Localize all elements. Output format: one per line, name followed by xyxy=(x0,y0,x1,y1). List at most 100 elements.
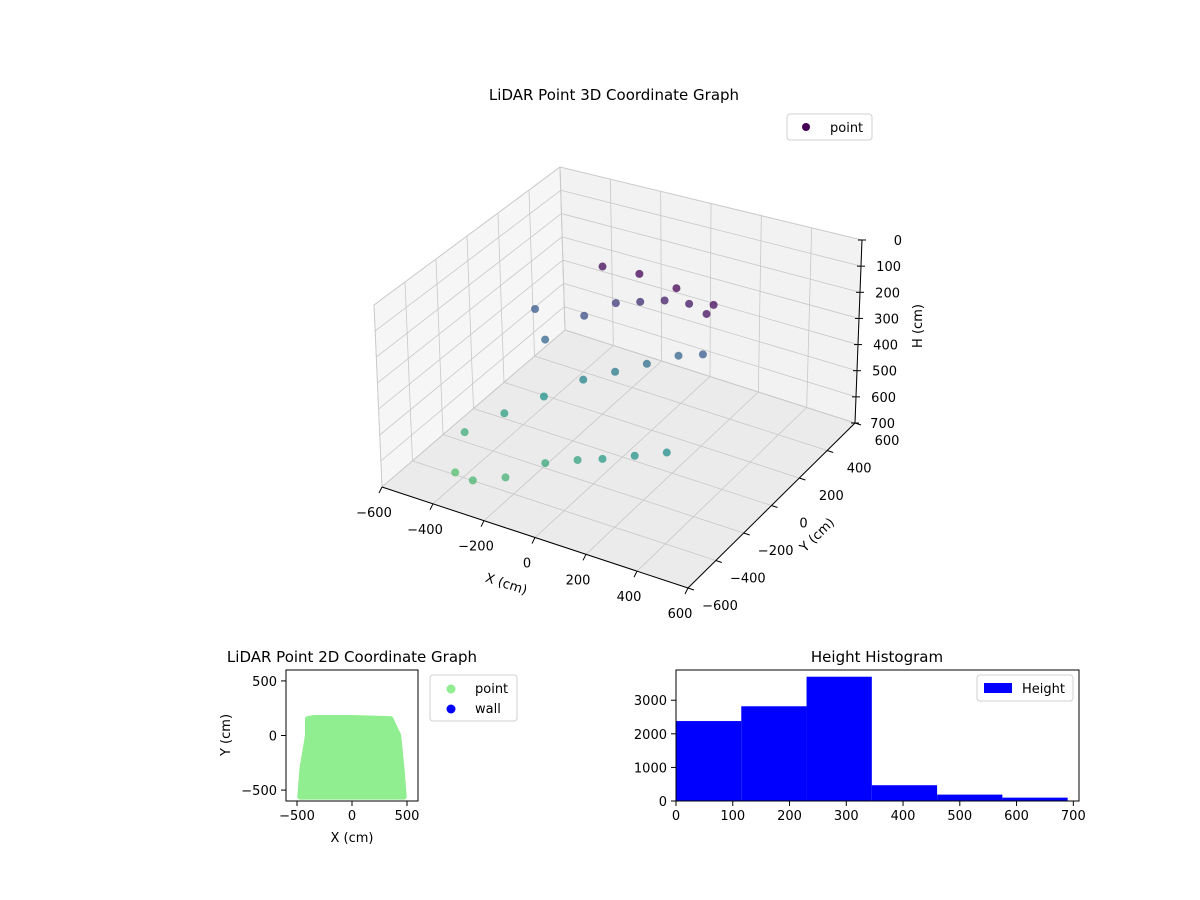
point-3d-12 xyxy=(611,367,620,376)
y-tick-mark-5 xyxy=(827,450,834,453)
ticks-3d: −600−400−2000200400600−600−400−200020040… xyxy=(356,234,902,622)
legend-histogram: Height xyxy=(976,674,1074,702)
y-tick-label-6: 600 xyxy=(875,434,900,449)
point-3d-14 xyxy=(674,351,683,360)
point-3d-19 xyxy=(611,299,620,308)
legend-histogram-label: Height xyxy=(1022,682,1065,697)
point-3d-6 xyxy=(500,409,509,418)
grid-left-v-1 xyxy=(404,281,413,461)
grid-left-v-6 xyxy=(559,166,566,331)
histogram-title: Height Histogram xyxy=(811,648,943,666)
ticks-histogram: 0 100 200 300 400 500 600 700 0 1000 2000 3000 xyxy=(634,694,1086,824)
point-3d-3 xyxy=(460,428,469,437)
y-tick-label-2d-2: −500 xyxy=(241,784,277,799)
y-tick-label-0: −600 xyxy=(702,599,738,614)
point-3d-15 xyxy=(541,335,550,344)
chart-histogram: Height Histogram 0 100 200 300 400 500 600 7000… xyxy=(634,648,1086,824)
z-tick-label-7: 700 xyxy=(870,417,895,432)
legend-2d-label-point: point xyxy=(475,682,508,697)
point-3d-1 xyxy=(468,476,477,485)
grid-3d xyxy=(373,166,863,589)
legend-3d-frame xyxy=(786,113,873,141)
point-3d-22 xyxy=(685,299,694,308)
histogram-bar-4 xyxy=(937,794,1003,801)
x-tick-label-3: 0 xyxy=(523,557,531,572)
y-tick-label-2d-0: 500 xyxy=(252,675,277,690)
y-tick-label-hist-2: 2000 xyxy=(634,728,667,743)
x-tick-label-5: 400 xyxy=(617,590,642,605)
grid-back-v-3 xyxy=(709,203,712,377)
histogram-bars xyxy=(676,676,1068,801)
point-3d-2 xyxy=(501,473,510,482)
z-tick-label-3: 300 xyxy=(874,312,899,327)
z-tick-label-5: 500 xyxy=(872,365,897,380)
point-3d-13 xyxy=(642,359,651,368)
point-region xyxy=(297,715,407,800)
y-tick-mark-4 xyxy=(799,477,806,481)
grid-back-v-4 xyxy=(757,215,762,393)
grid-floor-y-5 xyxy=(534,355,828,451)
point-3d-26 xyxy=(672,284,681,293)
grid-left-h-3 xyxy=(378,259,564,410)
grid-left-v-2 xyxy=(435,258,444,435)
y-tick-mark-3 xyxy=(771,505,778,508)
legend-2d: point wall xyxy=(429,674,518,722)
point-3d-20 xyxy=(636,297,645,306)
z-tick-label-1: 100 xyxy=(876,260,901,275)
plot-area-histogram-frame xyxy=(675,669,1080,802)
grid-left-v-4 xyxy=(497,212,505,383)
y-tick-mark-1 xyxy=(715,560,722,563)
x-tick-label-4: 200 xyxy=(566,573,591,588)
chart-3d-title: LiDAR Point 3D Coordinate Graph xyxy=(489,86,739,104)
point-3d-9 xyxy=(539,392,548,401)
grid-left-v-3 xyxy=(466,235,474,409)
y-tick-label-2d-1: 0 xyxy=(269,730,277,745)
y-tick-label-hist-0: 0 xyxy=(659,795,667,810)
grid-left-h-1 xyxy=(380,306,565,462)
point-3d-11 xyxy=(579,375,588,384)
x-tick-mark-4 xyxy=(582,554,587,561)
histogram-bar-2 xyxy=(806,676,872,801)
histogram-bar-5 xyxy=(1002,797,1068,801)
grid-back-v-1 xyxy=(609,179,614,346)
grid-left-h-0 xyxy=(381,329,566,488)
x-tick-label-hist-3: 300 xyxy=(834,809,859,824)
y-axis-label-2d: Y (cm) xyxy=(219,714,234,757)
x-tick-label-hist-5: 500 xyxy=(947,809,972,824)
y-tick-label-1: −400 xyxy=(730,572,766,587)
histogram-bar-1 xyxy=(741,706,807,801)
x-tick-label-hist-0: 0 xyxy=(672,809,680,824)
grid-left-h-7 xyxy=(373,166,561,306)
legend-3d-marker xyxy=(802,123,810,131)
x-tick-label-hist-2: 200 xyxy=(777,809,802,824)
legend-histogram-frame xyxy=(976,674,1074,702)
point-3d-4 xyxy=(541,459,550,468)
grid-left-h-6 xyxy=(374,189,561,332)
point-3d-27 xyxy=(635,269,644,278)
legend-2d-marker-point xyxy=(446,684,456,694)
z-tick-label-6: 600 xyxy=(871,391,896,406)
grid-left-h-5 xyxy=(376,213,562,358)
grid-back-h-2 xyxy=(563,283,858,372)
x-tick-mark-3 xyxy=(531,537,536,544)
y-tick-mark-0 xyxy=(687,587,695,591)
x-tick-label-hist-1: 100 xyxy=(720,809,745,824)
legend-2d-marker-wall xyxy=(446,704,456,714)
point-3d-17 xyxy=(531,305,540,314)
x-tick-label-2d-2: 500 xyxy=(395,809,420,824)
grid-back-h-5 xyxy=(561,213,861,293)
histogram-bar-3 xyxy=(871,785,938,801)
x-tick-mark-5 xyxy=(633,570,638,578)
legend-3d-label: point xyxy=(830,121,863,136)
grid-back-h-4 xyxy=(562,236,860,319)
z-axis-label: H (cm) xyxy=(911,304,926,348)
x-tick-label-2d-0: −500 xyxy=(279,809,315,824)
point-3d-16 xyxy=(698,350,707,359)
legend-3d: point xyxy=(786,113,873,141)
z-tick-label-0: 0 xyxy=(894,234,902,249)
point-3d-7 xyxy=(598,454,607,463)
grid-back-v-2 xyxy=(660,191,663,362)
x-tick-label-0: −600 xyxy=(356,506,392,521)
x-axis-label-2d: X (cm) xyxy=(331,831,374,846)
